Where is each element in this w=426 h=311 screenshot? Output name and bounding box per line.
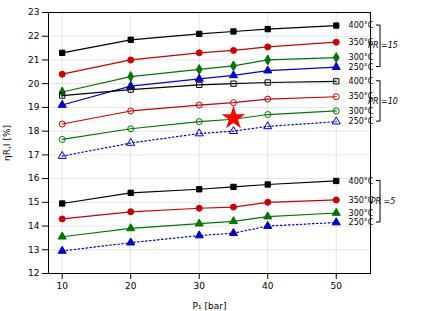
svg-text:10: 10 — [56, 281, 68, 291]
svg-text:13: 13 — [28, 245, 39, 255]
svg-text:350°C: 350°C — [348, 195, 374, 205]
svg-text:250°C: 250°C — [348, 218, 374, 227]
svg-text:14: 14 — [28, 221, 40, 231]
svg-text:30: 30 — [193, 281, 205, 291]
svg-text:PR =10: PR =10 — [368, 97, 398, 106]
svg-text:15: 15 — [28, 197, 39, 207]
svg-text:250°C: 250°C — [348, 117, 374, 127]
svg-text:19: 19 — [28, 102, 40, 112]
svg-text:17: 17 — [28, 150, 39, 160]
svg-text:21: 21 — [28, 55, 39, 65]
svg-text:350°C: 350°C — [348, 37, 374, 47]
svg-text:PR =15: PR =15 — [368, 41, 398, 50]
svg-text:PR =5: PR =5 — [371, 197, 396, 206]
svg-text:300°C: 300°C — [348, 106, 374, 116]
svg-text:22: 22 — [28, 31, 39, 41]
svg-text:300°C: 300°C — [348, 208, 374, 218]
svg-text:400°C: 400°C — [348, 176, 374, 186]
svg-text:20: 20 — [125, 281, 137, 291]
svg-text:400°C: 400°C — [348, 76, 374, 86]
svg-text:12: 12 — [28, 268, 39, 278]
svg-text:ηR,I [%]: ηR,I [%] — [2, 125, 12, 161]
svg-text:300°C: 300°C — [348, 53, 374, 63]
svg-text:23: 23 — [28, 7, 39, 17]
svg-text:350°C: 350°C — [348, 92, 374, 102]
svg-text:50: 50 — [331, 281, 343, 291]
svg-text:40: 40 — [262, 281, 274, 291]
svg-text:P₁ [bar]: P₁ [bar] — [193, 301, 227, 311]
svg-text:250°C: 250°C — [348, 62, 374, 72]
svg-text:18: 18 — [28, 126, 40, 136]
svg-text:16: 16 — [28, 173, 40, 183]
svg-text:400°C: 400°C — [348, 21, 374, 31]
svg-text:20: 20 — [28, 79, 40, 89]
